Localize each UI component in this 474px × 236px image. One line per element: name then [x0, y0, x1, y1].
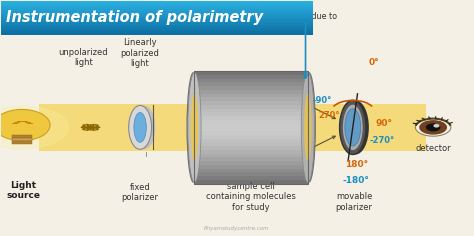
- Ellipse shape: [415, 118, 451, 136]
- Bar: [0, 11, 313, 13]
- Bar: [11, 141, 32, 144]
- Bar: [194, 97, 308, 101]
- Ellipse shape: [0, 110, 50, 141]
- Text: Light
source: Light source: [6, 181, 40, 200]
- Ellipse shape: [303, 72, 316, 183]
- Ellipse shape: [186, 72, 200, 183]
- Ellipse shape: [304, 94, 312, 161]
- Bar: [0, 18, 313, 19]
- Bar: [0, 16, 313, 18]
- Bar: [0, 23, 313, 25]
- Bar: [0, 14, 313, 16]
- Ellipse shape: [191, 94, 198, 161]
- Bar: [194, 180, 308, 184]
- Text: Linearly
polarized
light: Linearly polarized light: [121, 38, 160, 68]
- Bar: [194, 71, 308, 184]
- Bar: [194, 139, 308, 142]
- Text: -90°: -90°: [312, 96, 332, 105]
- Ellipse shape: [0, 106, 68, 149]
- Bar: [0, 25, 313, 26]
- Bar: [194, 135, 308, 139]
- Text: detector: detector: [415, 144, 451, 153]
- Text: Instrumentation of polarimetry: Instrumentation of polarimetry: [6, 10, 264, 25]
- Bar: [194, 169, 308, 173]
- Bar: [194, 75, 308, 79]
- Bar: [194, 101, 308, 105]
- Text: sample cell
containing molecules
for study: sample cell containing molecules for stu…: [206, 182, 296, 212]
- Bar: [194, 79, 308, 82]
- Bar: [11, 138, 32, 141]
- Text: unpolarized
light: unpolarized light: [59, 48, 108, 67]
- Circle shape: [420, 121, 447, 134]
- Text: 90°: 90°: [375, 119, 392, 128]
- Ellipse shape: [128, 105, 152, 149]
- Text: Priyamstudycentre.com: Priyamstudycentre.com: [204, 226, 270, 231]
- Bar: [0, 26, 313, 28]
- Ellipse shape: [132, 105, 155, 149]
- Text: 270°: 270°: [319, 111, 340, 120]
- Circle shape: [427, 124, 440, 131]
- Bar: [0, 9, 313, 11]
- Bar: [0, 33, 313, 35]
- Bar: [194, 127, 308, 131]
- Circle shape: [434, 125, 439, 127]
- Bar: [194, 71, 308, 75]
- Bar: [194, 116, 308, 120]
- Ellipse shape: [345, 109, 361, 146]
- Bar: [194, 131, 308, 135]
- Bar: [0, 4, 313, 6]
- Ellipse shape: [188, 72, 201, 183]
- Bar: [0, 8, 313, 9]
- Bar: [194, 161, 308, 165]
- Bar: [194, 142, 308, 146]
- Text: -270°: -270°: [370, 136, 395, 145]
- Text: Optical rotation due to
molecules: Optical rotation due to molecules: [246, 13, 337, 32]
- Bar: [0, 19, 313, 21]
- Ellipse shape: [301, 72, 315, 183]
- Ellipse shape: [339, 100, 366, 155]
- Bar: [0, 2, 313, 4]
- Bar: [194, 165, 308, 169]
- Bar: [194, 105, 308, 109]
- Text: -180°: -180°: [343, 176, 370, 185]
- Bar: [194, 173, 308, 176]
- Bar: [194, 154, 308, 157]
- Bar: [194, 157, 308, 161]
- Bar: [194, 94, 308, 97]
- Polygon shape: [38, 104, 426, 151]
- Bar: [0, 6, 313, 8]
- Bar: [194, 176, 308, 180]
- Text: 180°: 180°: [345, 160, 368, 169]
- Ellipse shape: [342, 100, 369, 155]
- Bar: [194, 112, 308, 116]
- Text: movable
polarizer: movable polarizer: [336, 192, 373, 212]
- Ellipse shape: [343, 105, 363, 150]
- Bar: [0, 13, 313, 14]
- Bar: [0, 31, 313, 33]
- Bar: [194, 82, 308, 86]
- Ellipse shape: [134, 112, 146, 142]
- Text: 0°: 0°: [369, 58, 379, 67]
- Bar: [0, 21, 313, 23]
- Bar: [194, 146, 308, 150]
- Bar: [194, 90, 308, 94]
- Bar: [0, 28, 313, 30]
- Bar: [194, 109, 308, 112]
- Text: fixed
polarizer: fixed polarizer: [122, 183, 159, 202]
- Bar: [0, 30, 313, 31]
- Bar: [0, 1, 313, 2]
- Bar: [194, 120, 308, 124]
- Bar: [194, 150, 308, 154]
- Bar: [11, 135, 32, 138]
- Bar: [194, 86, 308, 90]
- Bar: [194, 124, 308, 127]
